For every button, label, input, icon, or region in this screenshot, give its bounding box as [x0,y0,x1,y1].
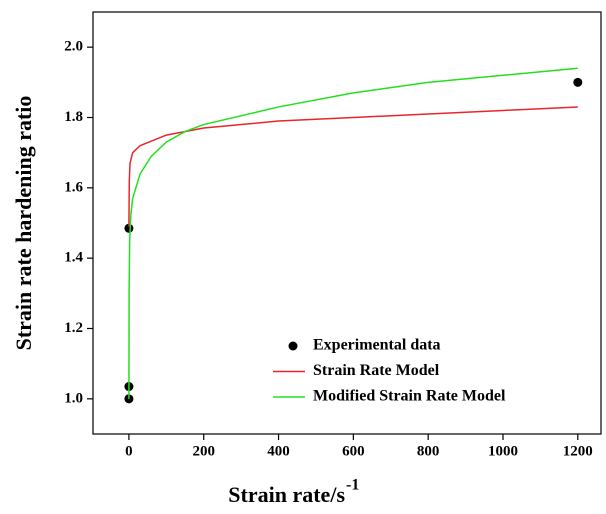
y-tick-label: 1.0 [64,390,83,406]
data-point [573,77,583,87]
plot-frame [92,11,602,435]
y-tick-label: 1.2 [64,320,83,336]
x-tick-label: 800 [417,443,440,459]
legend-label: Strain Rate Model [313,362,440,379]
data-point [124,223,134,233]
x-tick-label: 1000 [488,443,518,459]
x-tick-label: 600 [342,443,365,459]
legend-label: Modified Strain Rate Model [313,388,506,405]
y-tick-label: 2.0 [64,39,83,55]
legend-label: Experimental data [313,337,441,354]
y-tick-label: 1.8 [64,109,83,125]
x-tick-label: 200 [192,443,215,459]
y-axis-title: Strain rate hardening ratio [11,96,36,351]
model-line [128,67,578,399]
x-tick-label: 400 [267,443,290,459]
x-tick-label: 0 [125,443,133,459]
model-line [128,106,578,227]
x-axis-title-sup: -1 [346,477,359,494]
x-tick-label: 1200 [563,443,593,459]
y-tick-label: 1.6 [64,179,83,195]
legend-marker [288,341,298,351]
x-axis-title: Strain rate/s [228,482,345,507]
y-tick-label: 1.4 [64,250,83,266]
